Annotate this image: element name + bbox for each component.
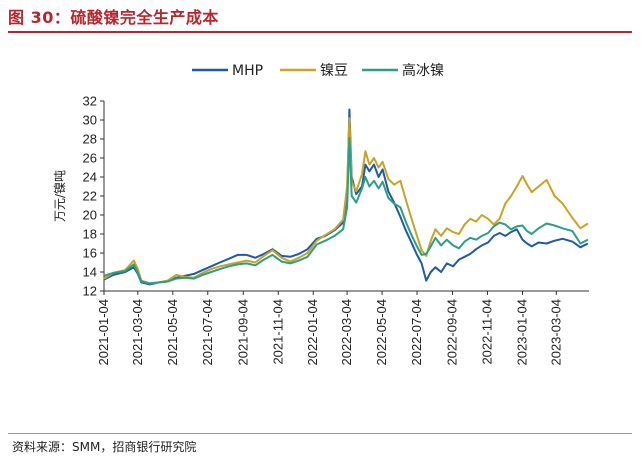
y-tick-label: 16 bbox=[83, 246, 97, 261]
y-axis: 12 14 16 18 20 22 24 26 28 30 32 bbox=[83, 94, 105, 299]
y-tick-label: 30 bbox=[83, 113, 97, 128]
x-tick-label: 2021-05-04 bbox=[165, 299, 180, 366]
x-tick-label: 2021-09-04 bbox=[235, 299, 250, 366]
x-tick-label: 2022-03-04 bbox=[339, 299, 354, 366]
y-tick-label: 32 bbox=[83, 94, 97, 109]
x-tick-label: 2023-01-04 bbox=[514, 299, 529, 366]
y-tick-label: 28 bbox=[83, 132, 97, 147]
x-tick-label: 2023-03-04 bbox=[548, 299, 563, 366]
x-tick-label: 2021-01-04 bbox=[96, 299, 111, 366]
nickel-sulfate-cost-chart: MHP 镍豆 高冰镍 12 14 16 18 20 22 24 26 28 30 32 2021-01-… bbox=[53, 62, 589, 366]
x-tick-label: 2021-11-04 bbox=[270, 299, 285, 365]
y-tick-label: 12 bbox=[83, 284, 97, 299]
y-tick-label: 26 bbox=[83, 151, 97, 166]
x-tick-label: 2022-09-04 bbox=[445, 299, 460, 366]
chart-legend: MHP 镍豆 高冰镍 bbox=[192, 62, 444, 79]
x-tick-label: 2022-11-04 bbox=[480, 299, 495, 365]
y-tick-label: 20 bbox=[83, 208, 97, 223]
source-divider bbox=[8, 433, 632, 434]
y-tick-label: 24 bbox=[83, 170, 97, 185]
y-tick-label: 18 bbox=[83, 227, 97, 242]
x-tick-label: 2022-07-04 bbox=[409, 299, 424, 366]
series-line-3 bbox=[103, 137, 589, 285]
x-tick-label: 2021-03-04 bbox=[130, 299, 145, 366]
series-line-1 bbox=[103, 108, 589, 286]
legend-label: 镍豆 bbox=[320, 63, 348, 79]
x-tick-label: 2021-07-04 bbox=[200, 299, 215, 366]
x-tick-label: 2022-05-04 bbox=[374, 299, 389, 366]
y-tick-label: 22 bbox=[83, 189, 97, 204]
x-tick-label: 2022-01-04 bbox=[305, 299, 320, 366]
y-tick-label: 14 bbox=[83, 265, 97, 280]
y-axis-title: 万元/镍吨 bbox=[53, 170, 67, 222]
series-layer bbox=[103, 108, 589, 286]
legend-label: 高冰镍 bbox=[402, 62, 444, 79]
title-underline bbox=[8, 31, 632, 33]
legend-label: MHP bbox=[232, 63, 263, 79]
series-line-2 bbox=[103, 117, 589, 285]
figure-title: 图 30：硫酸镍完全生产成本 bbox=[8, 8, 219, 27]
x-axis: 2021-01-04 2021-03-04 2021-05-04 2021-07-04… bbox=[96, 290, 589, 366]
source-note: 资料来源：SMM，招商银行研究院 bbox=[12, 440, 197, 454]
